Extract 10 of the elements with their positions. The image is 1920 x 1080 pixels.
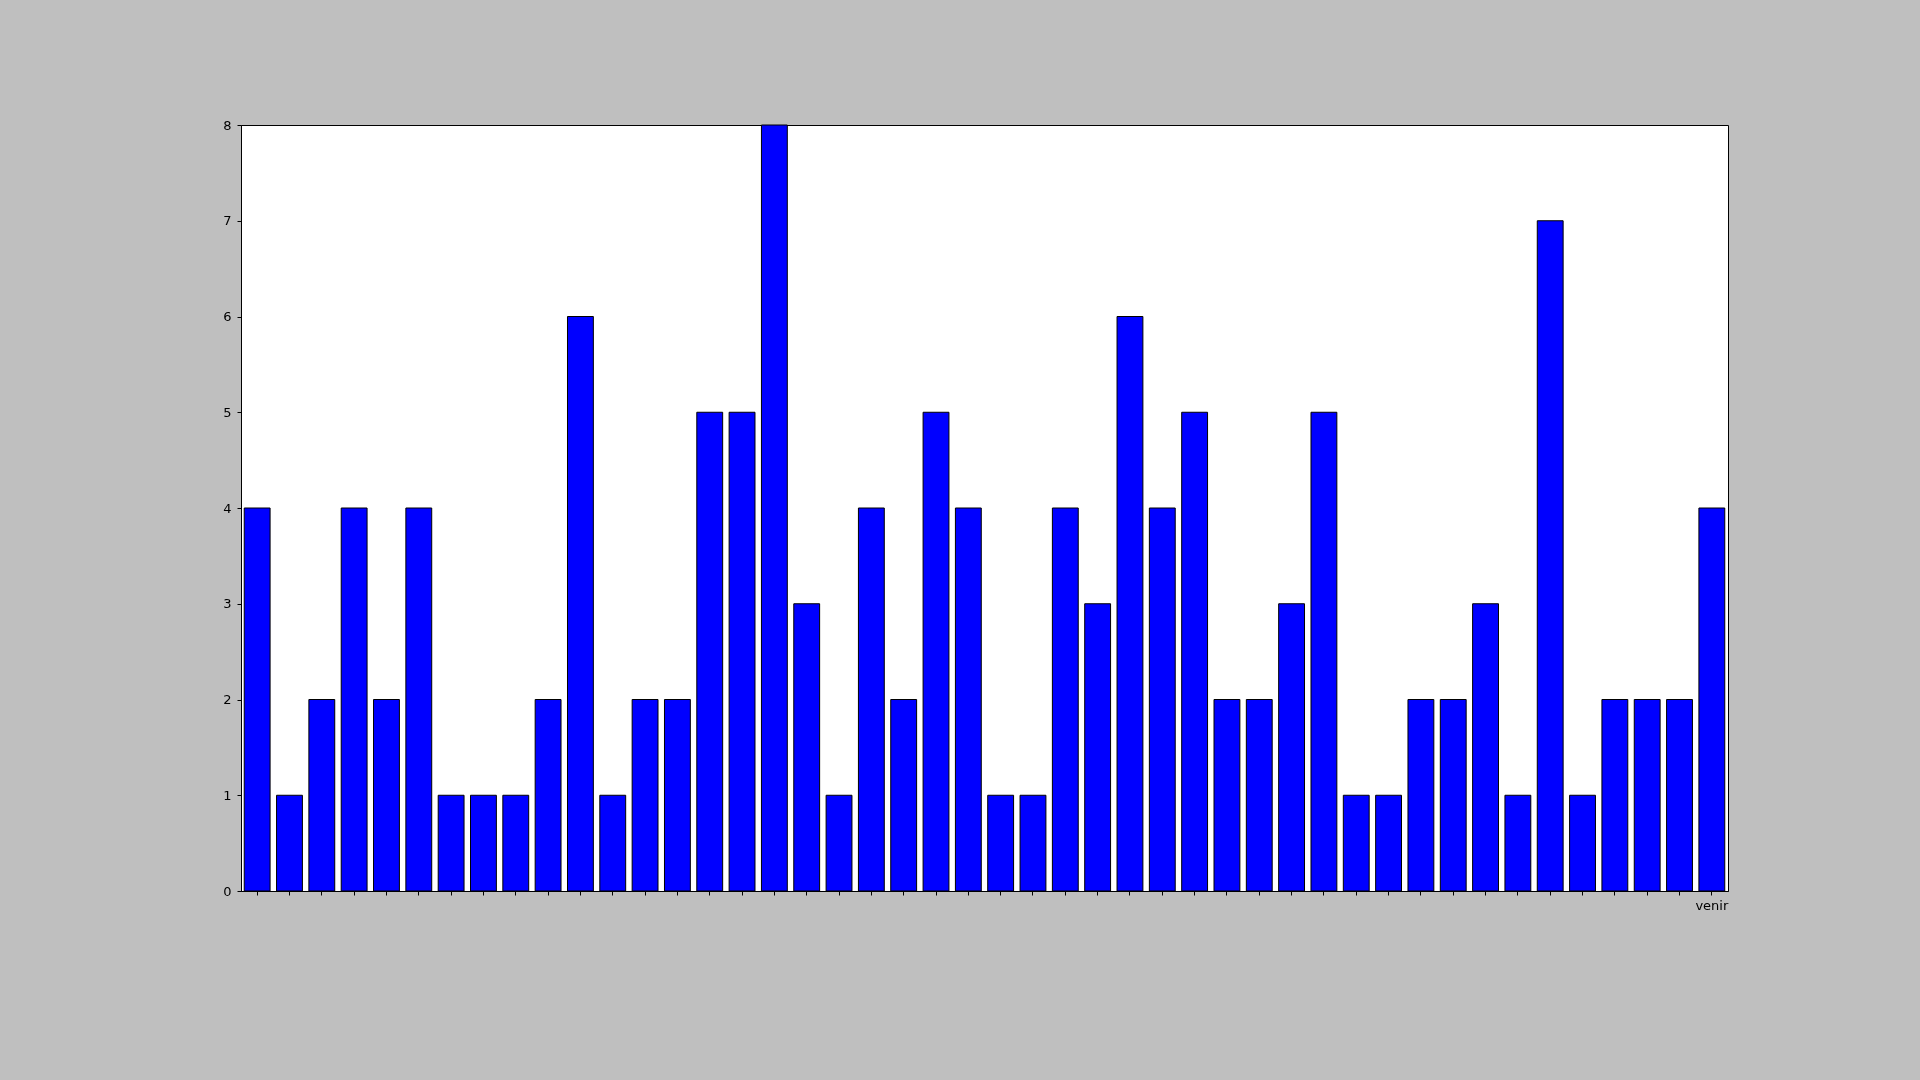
y-tick-label: 0 — [223, 883, 232, 899]
x-tick-label: venir — [1695, 897, 1729, 913]
y-tick-label: 8 — [223, 117, 232, 133]
y-tick-label: 3 — [223, 596, 232, 612]
y-tick-label: 7 — [223, 213, 232, 229]
y-tick-label: 4 — [223, 500, 232, 516]
y-tick-label: 6 — [223, 309, 232, 324]
y-tick-label: 5 — [223, 404, 232, 420]
y-tick-label: 2 — [223, 692, 232, 707]
y-tick-label: 1 — [223, 787, 232, 803]
